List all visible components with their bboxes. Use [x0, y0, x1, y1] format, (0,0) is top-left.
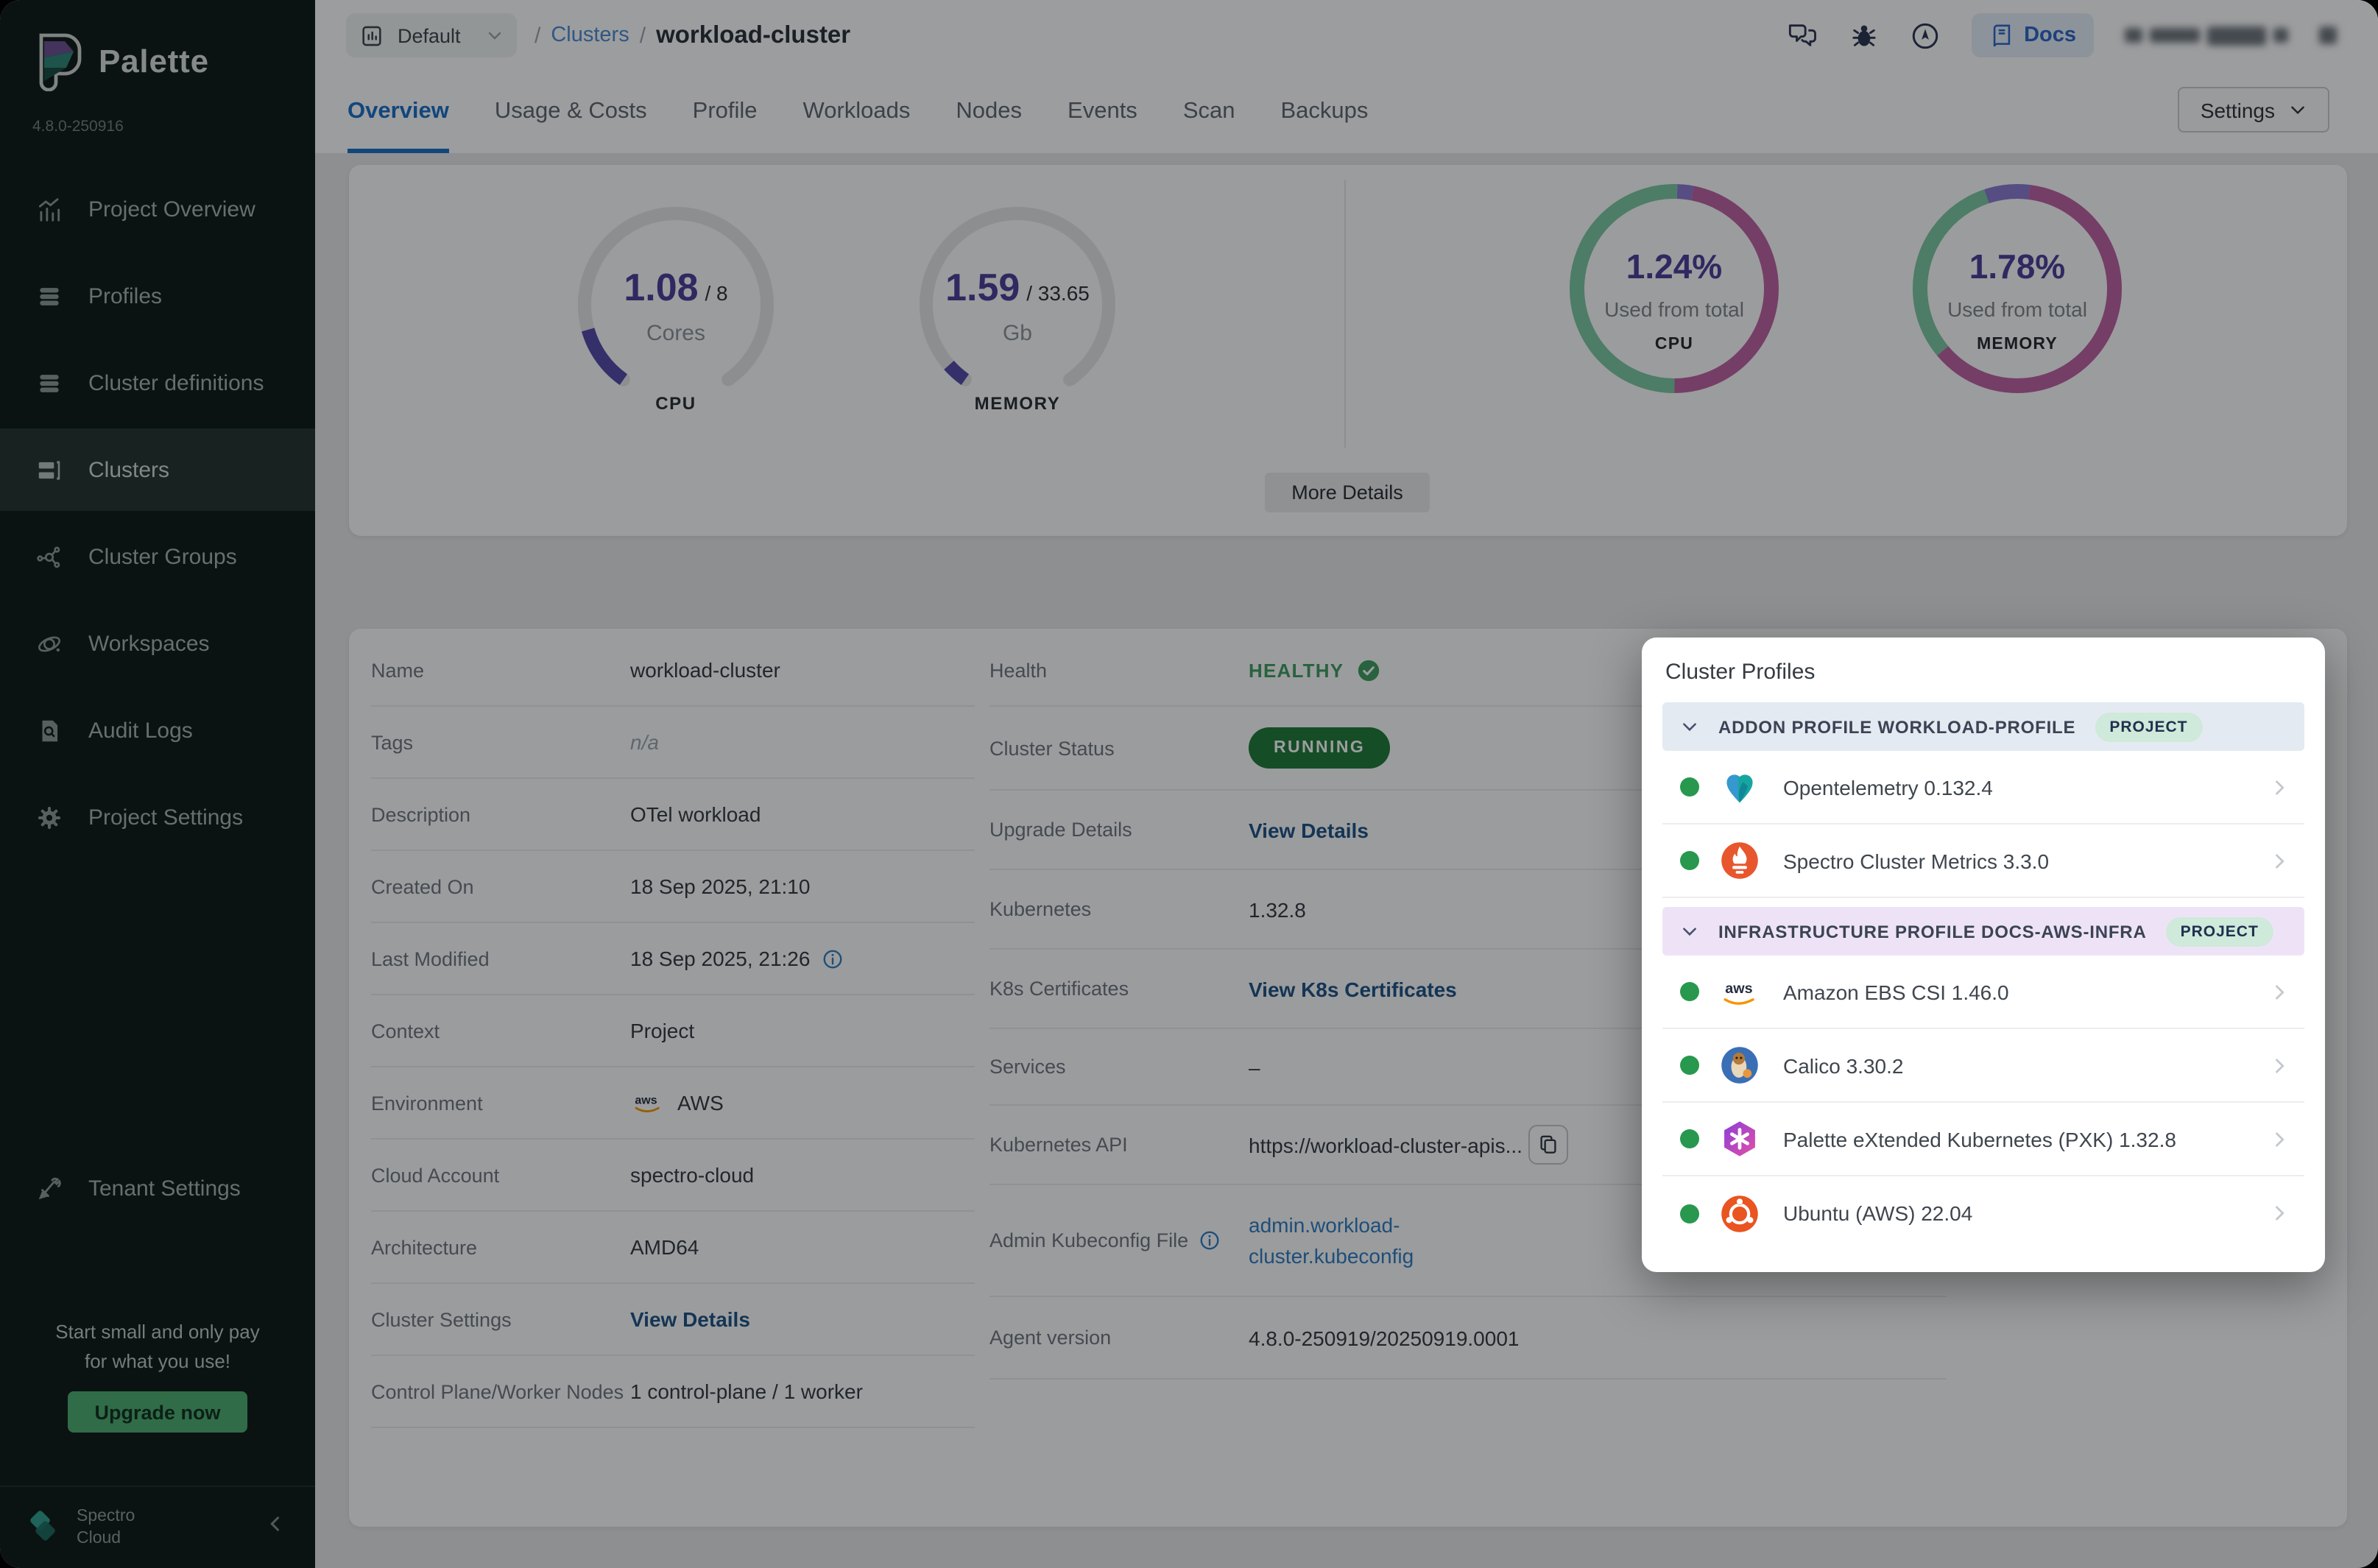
profile-layer-calico[interactable]: Calico 3.30.2	[1662, 1029, 2304, 1103]
prometheus-icon	[1720, 841, 1760, 880]
chevron-right-icon	[2269, 1203, 2290, 1223]
pxk-icon	[1720, 1119, 1760, 1159]
chevron-down-icon	[1680, 717, 1699, 736]
profile-layer-pxk[interactable]: Palette eXtended Kubernetes (PXK) 1.32.8	[1662, 1103, 2304, 1176]
chevron-right-icon	[2269, 981, 2290, 1002]
app-window: Palette 4.8.0-250916 Project Overview Pr…	[0, 0, 2378, 1568]
status-dot-green	[1680, 1129, 1699, 1148]
chevron-right-icon	[2269, 777, 2290, 797]
status-dot-green	[1680, 1056, 1699, 1075]
status-dot-green	[1680, 1204, 1699, 1223]
chevron-right-icon	[2269, 850, 2290, 871]
panel-title: Cluster Profiles	[1662, 657, 2304, 702]
cluster-profiles-panel: Cluster Profiles ADDON PROFILE WORKLOAD-…	[1642, 638, 2325, 1272]
svg-text:aws: aws	[1725, 981, 1752, 997]
project-badge: PROJECT	[2095, 712, 2202, 741]
profile-layer-amazon-ebs-csi[interactable]: aws Amazon EBS CSI 1.46.0	[1662, 956, 2304, 1029]
infrastructure-profile-section-header[interactable]: INFRASTRUCTURE PROFILE DOCS-AWS-INFRA PR…	[1662, 907, 2304, 956]
profile-layer-ubuntu[interactable]: Ubuntu (AWS) 22.04	[1662, 1176, 2304, 1250]
profile-layer-opentelemetry[interactable]: Opentelemetry 0.132.4	[1662, 751, 2304, 824]
ubuntu-icon	[1720, 1193, 1760, 1233]
project-badge: PROJECT	[2166, 917, 2273, 946]
status-dot-green	[1680, 777, 1699, 797]
chevron-down-icon	[1680, 922, 1699, 941]
status-dot-green	[1680, 982, 1699, 1001]
addon-profile-section-header[interactable]: ADDON PROFILE WORKLOAD-PROFILE PROJECT	[1662, 702, 2304, 751]
aws-icon: aws	[1720, 972, 1760, 1011]
status-dot-green	[1680, 851, 1699, 870]
profile-layer-spectro-cluster-metrics[interactable]: Spectro Cluster Metrics 3.3.0	[1662, 824, 2304, 898]
opentelemetry-icon	[1720, 767, 1760, 807]
chevron-right-icon	[2269, 1129, 2290, 1149]
calico-icon	[1720, 1045, 1760, 1085]
chevron-right-icon	[2269, 1055, 2290, 1076]
